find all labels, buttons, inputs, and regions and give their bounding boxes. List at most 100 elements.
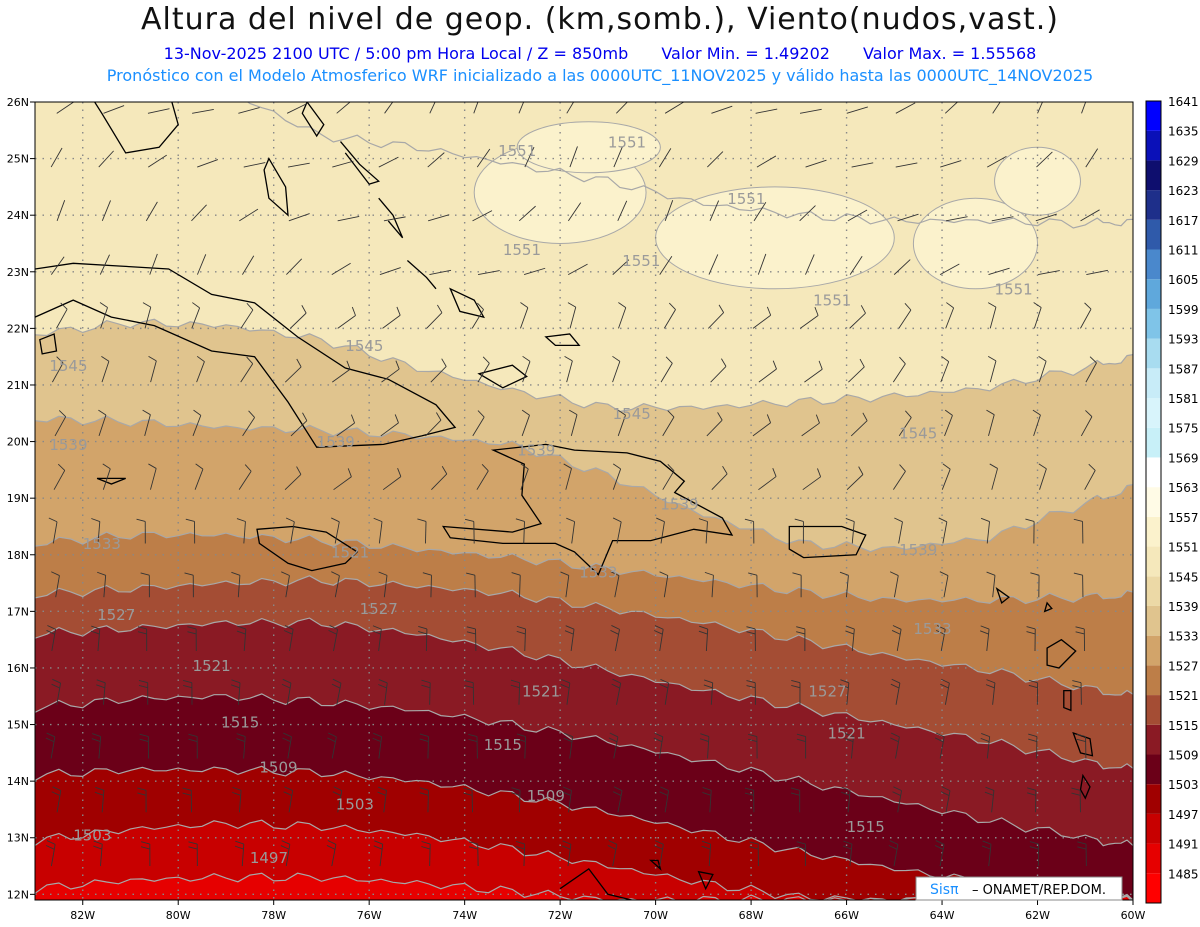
- lon-label: 66W: [834, 909, 859, 922]
- wind-barb-icon: [706, 412, 723, 437]
- wind-barb-icon: [1073, 572, 1084, 598]
- wind-barb-icon: [936, 625, 946, 652]
- wind-barb-icon: [99, 254, 110, 275]
- wind-barb-icon: [472, 410, 485, 437]
- wind-barb-icon: [1038, 270, 1060, 276]
- wind-barb-icon: [136, 518, 146, 544]
- wind-barb-icon: [524, 146, 535, 168]
- contour-label: 1551: [813, 292, 851, 310]
- coast-puerto-rico: [788, 525, 867, 559]
- wind-barb-icon: [844, 733, 854, 759]
- wind-barb-icon: [988, 267, 1010, 276]
- wind-barb-icon: [520, 463, 529, 490]
- coast-isla-juventud: [39, 333, 58, 355]
- contour-label: 1509: [259, 759, 297, 777]
- wind-barb-icon: [91, 733, 102, 759]
- wind-barb-icon: [845, 625, 855, 652]
- wind-barb-icon: [284, 466, 302, 491]
- contour-label: 1527: [360, 600, 398, 618]
- colorbar-label: 1617: [1168, 214, 1199, 228]
- wind-barb-icon: [746, 680, 756, 705]
- colorbar-label: 1599: [1168, 303, 1199, 317]
- wind-barb-icon: [891, 625, 902, 652]
- contour-label: 1539: [660, 495, 698, 513]
- wind-barb-icon: [240, 302, 254, 329]
- wind-barb-icon: [232, 786, 242, 813]
- wind-barb-icon: [422, 572, 432, 598]
- wind-barb-icon: [566, 102, 575, 114]
- wind-barb-icon: [755, 108, 778, 114]
- wind-barb-icon: [384, 102, 394, 114]
- wind-barb-icon: [284, 358, 302, 383]
- lon-label: 64W: [930, 909, 955, 922]
- wind-barb-icon: [945, 216, 968, 222]
- wind-barb-icon: [280, 840, 291, 867]
- wind-barb-icon: [283, 786, 294, 813]
- wind-barb-icon: [744, 787, 755, 813]
- colorbar: 1485 1491 1497 1503 1509 1515 1521 1527 1533 1539…: [1145, 95, 1199, 904]
- wind-barb-icon: [1027, 787, 1037, 813]
- lat-label: 16N: [7, 662, 29, 675]
- colorbar-swatch: [1146, 873, 1161, 903]
- wind-barb-icon: [510, 679, 521, 705]
- colorbar-label: 1491: [1168, 838, 1199, 852]
- contour-label: 1551: [503, 241, 541, 259]
- wind-barb-icon: [561, 840, 572, 867]
- wind-barb-icon: [94, 786, 105, 813]
- wind-barb-icon: [102, 463, 111, 490]
- wind-barb-icon: [846, 466, 864, 491]
- colorbar-swatch: [1146, 279, 1161, 309]
- contour-label: 1509: [527, 787, 565, 805]
- wind-barb-icon: [96, 679, 106, 705]
- wind-barb-icon: [463, 787, 473, 813]
- wind-barb-icon: [425, 412, 442, 437]
- wind-barb-icon: [612, 355, 621, 383]
- wind-barb-icon: [238, 464, 252, 490]
- colorbar-swatch: [1146, 190, 1161, 220]
- wind-barb-icon: [52, 356, 64, 383]
- wind-barb-icon: [794, 518, 804, 544]
- contour-label: 1551: [995, 280, 1033, 298]
- wind-barb-icon: [289, 305, 307, 329]
- wind-barb-icon: [231, 679, 241, 705]
- wind-barb-icon: [520, 302, 529, 329]
- colorbar-swatch: [1146, 635, 1161, 666]
- wind-barb-icon: [281, 678, 292, 705]
- colorbar-label: 1545: [1168, 570, 1199, 584]
- colorbar-swatch: [1146, 457, 1161, 488]
- wind-barb-icon: [142, 409, 151, 437]
- wind-barb-icon: [749, 841, 759, 867]
- coast-cat: [378, 197, 404, 239]
- wind-barb-icon: [664, 200, 674, 222]
- wind-barb-icon: [191, 302, 201, 329]
- wind-barb-icon: [418, 626, 428, 651]
- wind-barb-icon: [1072, 680, 1082, 705]
- wind-barb-icon: [429, 102, 436, 114]
- wind-barb-icon: [243, 162, 266, 168]
- wind-barb-icon: [711, 105, 733, 114]
- wind-barb-icon: [46, 625, 57, 652]
- wind-barb-icon: [987, 356, 997, 383]
- wind-barb-icon: [137, 626, 148, 651]
- wind-barb-icon: [934, 840, 945, 867]
- lat-label: 21N: [7, 379, 29, 392]
- contour-label: 1515: [484, 736, 522, 754]
- contour-label: 1515: [221, 713, 259, 731]
- wind-barb-icon: [429, 269, 452, 276]
- wind-barb-icon: [430, 358, 447, 383]
- colorbar-swatch: [1146, 754, 1161, 785]
- wind-barb-icon: [940, 786, 951, 813]
- wind-barb-icon: [849, 255, 863, 275]
- contour-label: 1497: [250, 849, 288, 867]
- wind-barb-icon: [941, 463, 951, 490]
- wind-barb-icon: [327, 732, 337, 759]
- wind-barb-icon: [746, 626, 756, 651]
- band-1557-patch: [655, 186, 895, 290]
- wind-barb-icon: [617, 409, 626, 437]
- map-frame: [34, 101, 1134, 901]
- band-1557-patch: [994, 146, 1081, 216]
- wind-barb-icon: [790, 787, 801, 813]
- wind-barb-icon: [1075, 626, 1086, 651]
- wind-barb-icon: [50, 147, 63, 168]
- colorbar-label: 1623: [1168, 184, 1199, 198]
